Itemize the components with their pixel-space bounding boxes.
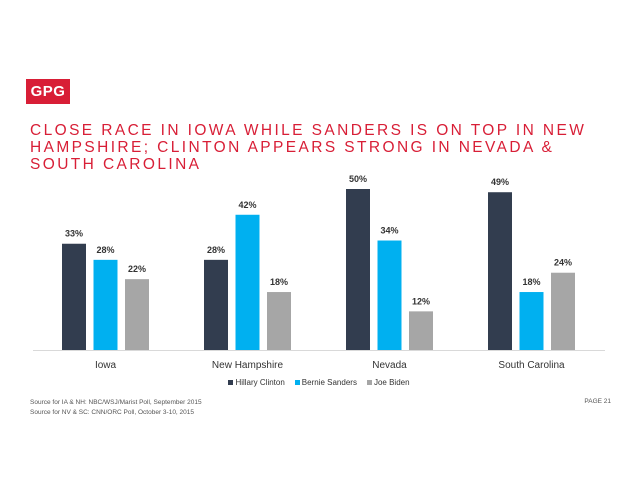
bar-new-hampshire-sanders <box>235 214 260 350</box>
legend-item-clinton: Hillary Clinton <box>228 378 285 387</box>
slide-title: CLOSE RACE IN IOWA WHILE SANDERS IS ON T… <box>30 122 587 173</box>
page-number: PAGE 21 <box>584 398 611 405</box>
legend-swatch-biden <box>366 380 372 385</box>
legend-label-clinton: Hillary Clinton <box>235 378 285 387</box>
bar-south-carolina-sanders <box>519 292 544 350</box>
category-label: New Hampshire <box>212 360 284 371</box>
bar-iowa-clinton <box>62 243 86 350</box>
source-note-nv-sc: Source for NV & SC: CNN/ORC Poll, Octobe… <box>30 409 195 416</box>
legend-label-sanders: Bernie Sanders <box>301 378 357 387</box>
bar-chart: 33% 28% 22% Iowa 28% 42% 18% New Hampshire 50% 34… <box>33 174 605 371</box>
bar-new-hampshire-clinton <box>204 259 228 350</box>
category-label: Iowa <box>95 360 117 371</box>
data-label: 33% <box>65 229 83 239</box>
data-label: 42% <box>238 200 256 210</box>
legend-item-biden: Joe Biden <box>366 378 410 387</box>
data-label: 12% <box>412 296 430 306</box>
bar-nevada-biden <box>409 311 433 350</box>
data-label: 34% <box>380 226 398 236</box>
category-label: Nevada <box>372 360 407 371</box>
legend-swatch-sanders <box>294 380 300 385</box>
bar-iowa-sanders <box>93 259 118 350</box>
data-label: 18% <box>270 277 288 287</box>
data-label: 50% <box>349 174 367 184</box>
bar-nevada-clinton <box>346 189 370 350</box>
data-label: 24% <box>554 258 572 268</box>
source-notes: Source for IA & NH: NBC/WSJ/Marist Poll,… <box>30 398 202 418</box>
data-label: 49% <box>491 177 509 187</box>
legend-item-sanders: Bernie Sanders <box>294 378 357 387</box>
data-label: 22% <box>128 264 146 274</box>
data-label: 28% <box>96 245 114 255</box>
category-label: South Carolina <box>498 360 565 371</box>
legend-swatch-clinton <box>228 380 234 385</box>
gpg-logo: GPG <box>26 79 70 104</box>
bar-new-hampshire-biden <box>267 292 291 350</box>
bar-south-carolina-clinton <box>488 192 512 350</box>
chart-legend: Hillary Clinton Bernie Sanders Joe Biden <box>0 378 638 387</box>
source-note-ia-nh: Source for IA & NH: NBC/WSJ/Marist Poll,… <box>30 399 202 406</box>
data-label: 28% <box>207 245 225 255</box>
bar-south-carolina-biden <box>551 272 575 350</box>
legend-label-biden: Joe Biden <box>373 378 410 387</box>
bar-nevada-sanders <box>377 240 402 350</box>
data-label: 18% <box>522 277 540 287</box>
bar-iowa-biden <box>125 279 149 350</box>
